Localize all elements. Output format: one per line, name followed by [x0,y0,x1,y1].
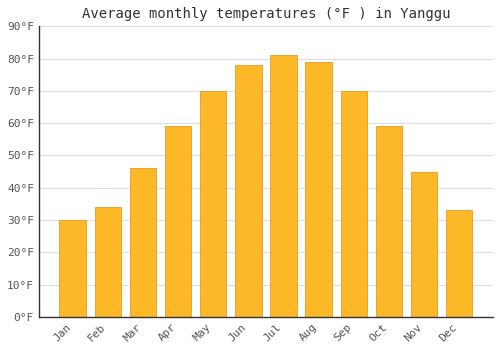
Title: Average monthly temperatures (°F ) in Yanggu: Average monthly temperatures (°F ) in Ya… [82,7,450,21]
Bar [446,210,472,317]
Bar [200,91,226,317]
Bar [411,172,438,317]
Bar [340,91,367,317]
Bar [270,55,296,317]
Bar [376,126,402,317]
Bar [130,168,156,317]
Bar [235,65,262,317]
Bar [165,126,191,317]
Bar [60,220,86,317]
Bar [306,62,332,317]
Bar [94,207,121,317]
